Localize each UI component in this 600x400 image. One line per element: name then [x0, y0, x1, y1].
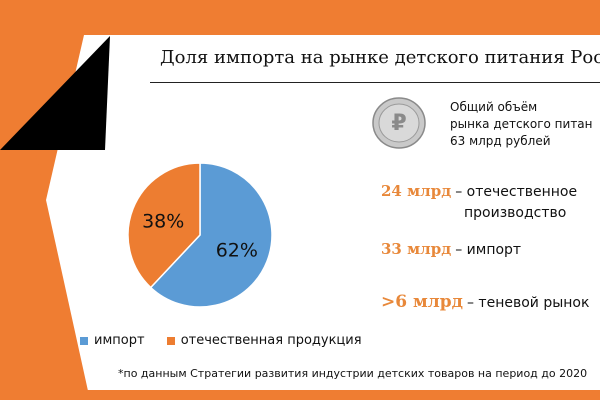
orange-stripe	[0, 150, 90, 400]
legend-label: импорт	[94, 333, 145, 348]
legend-item-import: импорт	[80, 333, 145, 348]
svg-text:₽: ₽	[391, 111, 406, 136]
stat-shadow: >6 млрд – теневой рынок	[381, 292, 589, 312]
stat-value: >6 млрд	[381, 292, 463, 312]
bottom-border	[0, 390, 600, 400]
pie-label-domestic: 38%	[142, 210, 184, 232]
stat-import: 33 млрд – импорт	[381, 240, 521, 258]
market-total-line: рынка детского питан	[450, 117, 593, 131]
source-footnote: *по данным Стратегии развития индустрии …	[118, 367, 588, 380]
pie-chart: 62% 38%	[127, 162, 273, 308]
legend-swatch-import	[80, 336, 88, 345]
page-title: Доля импорта на рынке детского питания Р…	[160, 47, 600, 68]
stat-desc: – теневой рынок	[466, 295, 590, 311]
chart-legend: импорт отечественная продукция	[80, 333, 380, 349]
pie-slice-import	[149, 162, 273, 308]
stat-domestic-cont: производство	[464, 205, 566, 221]
market-total: Общий объём рынка детского питан 63 млрд…	[450, 99, 600, 150]
title-underline	[150, 82, 600, 83]
stat-domestic: 24 млрд – отечественное	[381, 182, 577, 200]
legend-label: отечественная продукция	[180, 333, 362, 348]
legend-item-domestic: отечественная продукция	[166, 333, 362, 348]
stat-desc: производство	[464, 205, 567, 221]
stat-value: 24 млрд	[381, 182, 452, 200]
stat-value: 33 млрд	[381, 240, 452, 258]
market-total-line: Общий объём	[450, 100, 538, 114]
pie-slice-domestic	[127, 162, 201, 289]
pie-label-import: 62%	[216, 240, 258, 262]
stat-desc: – отечественное	[455, 184, 578, 200]
ruble-coin-icon: ₽	[372, 97, 426, 149]
black-triangle	[0, 36, 110, 150]
legend-swatch-domestic	[166, 336, 175, 345]
content-panel	[0, 35, 600, 400]
stat-desc: – импорт	[455, 242, 522, 258]
market-total-line: 63 млрд рублей	[450, 134, 551, 148]
